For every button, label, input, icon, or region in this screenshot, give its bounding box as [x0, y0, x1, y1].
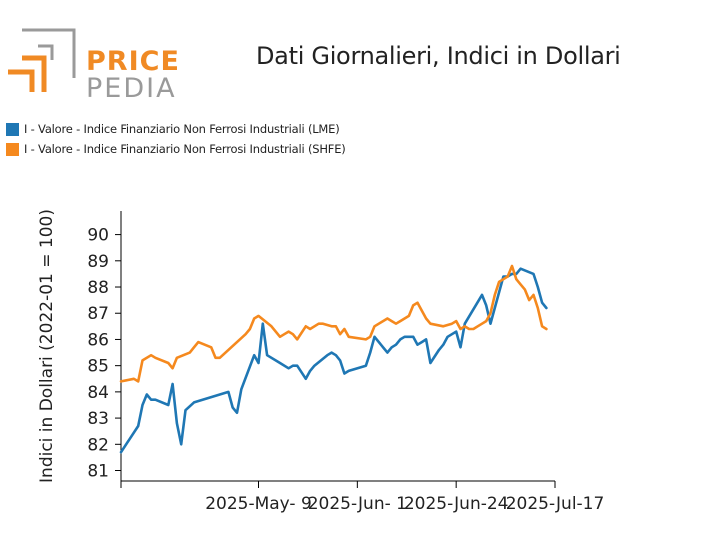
x-tick-label: 2025-Jul-17	[506, 494, 605, 514]
y-tick-label: 82	[87, 435, 109, 455]
legend-swatch-shfe	[6, 142, 19, 156]
logo-text-pedia: PEDIA	[86, 73, 177, 104]
logo-text-price: PRICE	[86, 46, 180, 77]
y-axis-label: Indici in Dollari (2022-01 = 100)	[37, 209, 57, 483]
y-tick-label: 90	[87, 226, 109, 246]
legend-item-shfe: I - Valore - Indice Finanziario Non Ferr…	[6, 139, 346, 159]
series-line-lme	[119, 267, 548, 454]
x-tick-label: 2025-May- 9	[205, 494, 312, 514]
x-tick-label: 2025-Jun-24	[404, 494, 509, 514]
legend-label-shfe: I - Valore - Indice Finanziario Non Ferr…	[24, 142, 346, 156]
y-tick-label: 84	[87, 383, 109, 403]
y-tick-label: 81	[87, 462, 109, 482]
legend-swatch-lme	[6, 122, 19, 136]
y-tick-label: 85	[87, 357, 109, 377]
x-tick-label: 2025-Jun- 1	[308, 494, 407, 514]
chart-legend: I - Valore - Indice Finanziario Non Ferr…	[6, 119, 346, 159]
y-tick-label: 83	[87, 409, 109, 429]
pricepedia-logo: PRICE PEDIA	[8, 22, 179, 104]
y-tick-label: 89	[87, 252, 109, 272]
chart-title: Dati Giornalieri, Indici in Dollari	[256, 42, 621, 70]
y-tick-label: 88	[87, 278, 109, 298]
pricepedia-logo-mark	[8, 28, 76, 92]
legend-label-lme: I - Valore - Indice Finanziario Non Ferr…	[24, 122, 340, 136]
series-line-shfe	[119, 264, 548, 383]
y-tick-label: 87	[87, 304, 109, 324]
y-tick-label: 86	[87, 330, 109, 350]
legend-item-lme: I - Valore - Indice Finanziario Non Ferr…	[6, 119, 346, 139]
